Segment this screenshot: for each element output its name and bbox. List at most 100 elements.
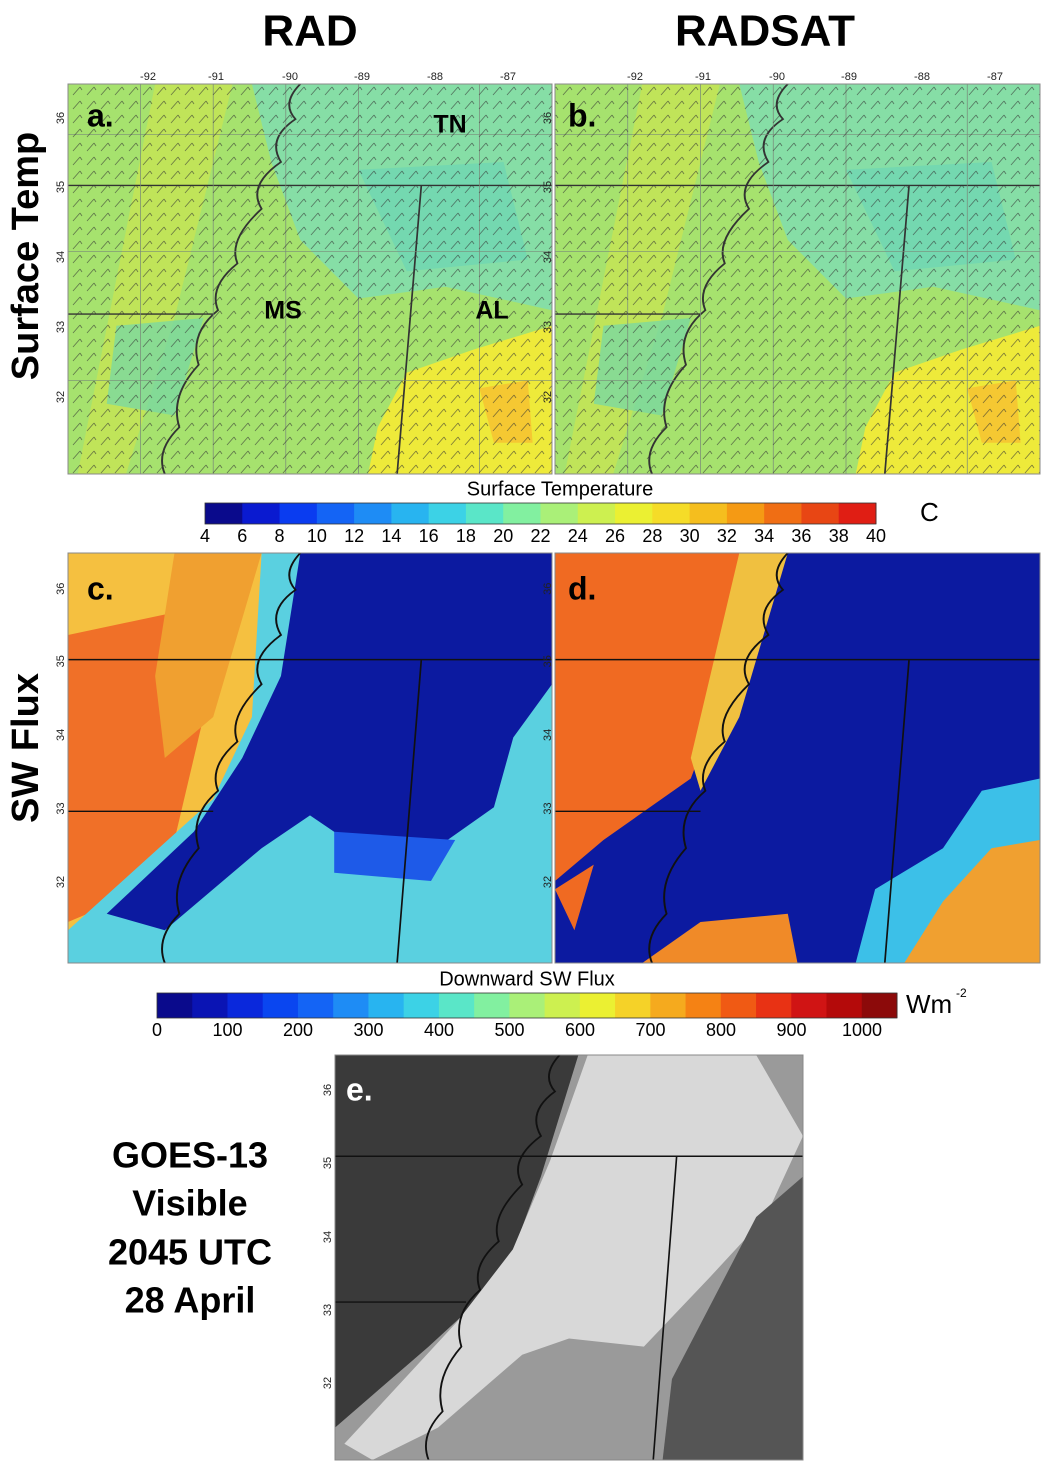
latitude-tick: 33 [55,321,67,333]
latitude-tick: 36 [55,583,67,595]
colorbar-swatch [333,993,369,1018]
colorbar-swatch [279,503,318,524]
colorbar-tick: 900 [776,1020,806,1040]
colorbar-swatch [438,993,475,1018]
goes-caption: GOES-13 Visible 2045 UTC 28 April [108,1135,272,1321]
colorbar-frame [156,992,898,1019]
latitude-tick: 32 [542,391,554,403]
colorbar-tick: 36 [791,526,811,546]
colorbar-tick: 10 [307,526,327,546]
colorbar-unit: Wm [906,989,952,1019]
colorbar-tick: 38 [829,526,849,546]
colorbar-tick: 200 [283,1020,313,1040]
colorbar-swatch [685,993,722,1018]
latitude-tick: 34 [322,1231,334,1243]
latitude-tick: 35 [322,1157,334,1169]
latitude-tick: 32 [542,876,554,888]
colorbar-tick: 100 [212,1020,242,1040]
colorbar-swatch [474,993,510,1018]
longitude-tick: -92 [140,71,156,83]
longitude-tick: -90 [282,71,298,83]
colorbar-unit: C [920,497,939,527]
panel-label: d. [568,570,596,606]
caption-line: GOES-13 [112,1135,268,1176]
latitude-tick: 33 [55,802,67,814]
colorbar-tick: 26 [605,526,625,546]
map-e [335,1055,803,1460]
colorbar-swatch [205,503,243,524]
latitude-tick: 35 [55,655,67,667]
longitude-tick: -88 [427,71,443,83]
latitude-tick: 33 [322,1304,334,1316]
map-d [555,553,1040,963]
state-label: TN [433,111,466,139]
colorbar-swatch [615,993,651,1018]
colorbar-swatch [503,503,541,524]
colorbar-swatch [861,993,898,1018]
colorbar-tick: 24 [568,526,588,546]
colorbar-tick: 300 [353,1020,383,1040]
frame [334,1054,804,1461]
row-label: Surface Temp [5,132,47,380]
latitude-tick: 32 [55,391,67,403]
colorbar-swatch [652,503,691,524]
longitude-tick: -87 [987,71,1003,83]
latitude-tick: 36 [55,112,67,124]
colorbar-swatch [577,503,616,524]
colorbar-tick: 1000 [842,1020,882,1040]
colorbar-swatch [192,993,228,1018]
colorbar-tick: 28 [642,526,662,546]
colorbar-title: Surface Temperature [467,478,653,500]
frame [554,552,1041,964]
latitude-tick: 34 [55,729,67,741]
colorbar-swatch [428,503,467,524]
longitude-tick: -92 [627,71,643,83]
state-label: MS [264,297,302,325]
colorbar-swatch [579,993,616,1018]
latitude-tick: 32 [322,1377,334,1389]
colorbar-title: Downward SW Flux [439,968,615,990]
colorbar-swatch [242,503,281,524]
colorbar-swatch [801,503,840,524]
colorbar-swatch [297,993,334,1018]
panel-label: c. [87,570,114,606]
panel-label: e. [346,1071,373,1107]
column-title: RADSAT [675,7,855,56]
colorbar-swatch [368,993,405,1018]
latitude-tick: 35 [55,181,67,193]
colorbar-tick: 20 [493,526,513,546]
longitude-tick: -89 [354,71,370,83]
colorbar-swatch [540,503,579,524]
state-label: AL [475,297,508,325]
colorbar-swatch [354,503,392,524]
colorbar-tick: 16 [419,526,439,546]
colorbar-swatch [544,993,581,1018]
colorbar-tick: 4 [200,526,210,546]
latitude-tick: 34 [542,729,554,741]
latitude-tick: 36 [542,583,554,595]
colorbar-swatch [465,503,504,524]
latitude-tick: 34 [55,251,67,263]
colorbar-swatch [826,993,863,1018]
colorbar-tick: 34 [754,526,774,546]
frame [554,83,1041,475]
colorbar-tick: 600 [565,1020,595,1040]
longitude-tick: -89 [841,71,857,83]
map-c [68,553,552,963]
colorbar-tick: 6 [237,526,247,546]
colorbar-swatch [838,503,877,524]
colorbar-swatch [262,993,299,1018]
colorbar-swatch [764,503,802,524]
row-label: SW Flux [5,673,47,823]
colorbar-tick: 0 [152,1020,162,1040]
longitude-tick: -91 [208,71,224,83]
longitude-tick: -90 [769,71,785,83]
latitude-tick: 32 [55,876,67,888]
colorbar-swatch [756,993,792,1018]
colorbar-tick: 22 [530,526,550,546]
colorbar-tick: 14 [381,526,401,546]
frame [67,552,553,964]
caption-line: Visible [132,1183,247,1224]
colorbar-swatch [403,993,440,1018]
